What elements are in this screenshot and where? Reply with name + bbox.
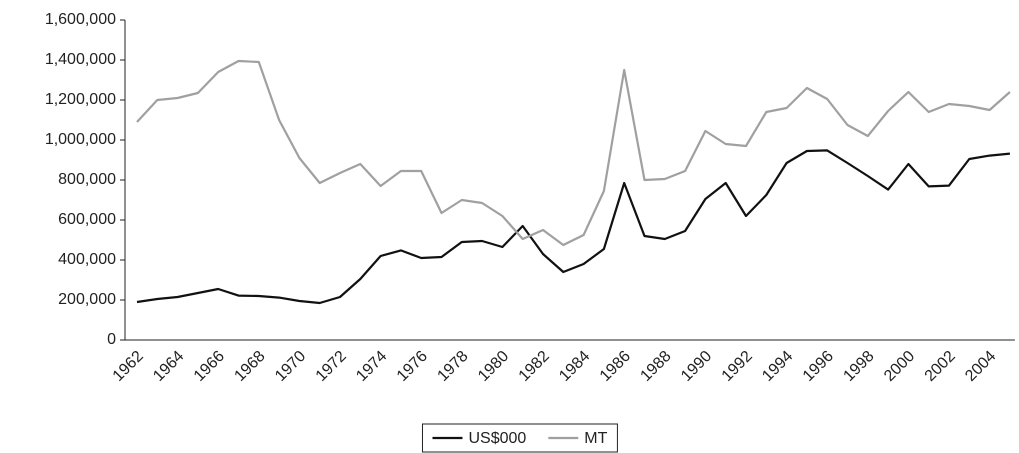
line [136, 149, 1011, 305]
y-tick-label: 200,000 [58, 291, 116, 308]
x-tick-label: 1962 [110, 348, 147, 385]
x-tick-label: 2000 [881, 348, 918, 385]
x-tick-label: 1972 [313, 348, 350, 385]
x-tick-label: 1968 [231, 348, 268, 385]
x-tick-label: 1982 [516, 348, 553, 385]
x-tick-label: 1980 [475, 348, 512, 385]
legend-label: MT [584, 430, 607, 447]
y-tick-label: 400,000 [58, 251, 116, 268]
x-tick-label: 1990 [678, 348, 715, 385]
x-tick-label: 1988 [637, 348, 674, 385]
x-tick-label: 1978 [434, 348, 471, 385]
x-tick-label: 1986 [597, 348, 634, 385]
x-tick-label: 1964 [150, 348, 187, 385]
x-tick-label: 1974 [353, 348, 390, 385]
y-tick-label: 800,000 [58, 171, 116, 188]
y-tick-label: 600,000 [58, 211, 116, 228]
x-tick-label: 1996 [800, 348, 837, 385]
legend-label: US$000 [468, 430, 526, 447]
x-tick-label: 1970 [272, 348, 309, 385]
x-tick-label: 1992 [719, 348, 756, 385]
x-tick-label: 1966 [191, 348, 228, 385]
x-tick-label: 1998 [840, 348, 877, 385]
legend: US$000 MT [421, 423, 618, 453]
x-tick-label: 1984 [556, 348, 593, 385]
y-tick-label: 1,000,000 [45, 131, 116, 148]
x-tick-label: 2004 [962, 348, 999, 385]
line [136, 59, 1011, 247]
y-tick-label: 1,400,000 [45, 51, 116, 68]
x-tick-label: 2002 [922, 348, 959, 385]
x-tick-label: 1994 [759, 348, 796, 385]
y-tick-label: 0 [107, 331, 116, 348]
y-tick-label: 1,600,000 [45, 11, 116, 28]
y-tick-label: 1,200,000 [45, 91, 116, 108]
x-tick-label: 1976 [394, 348, 431, 385]
